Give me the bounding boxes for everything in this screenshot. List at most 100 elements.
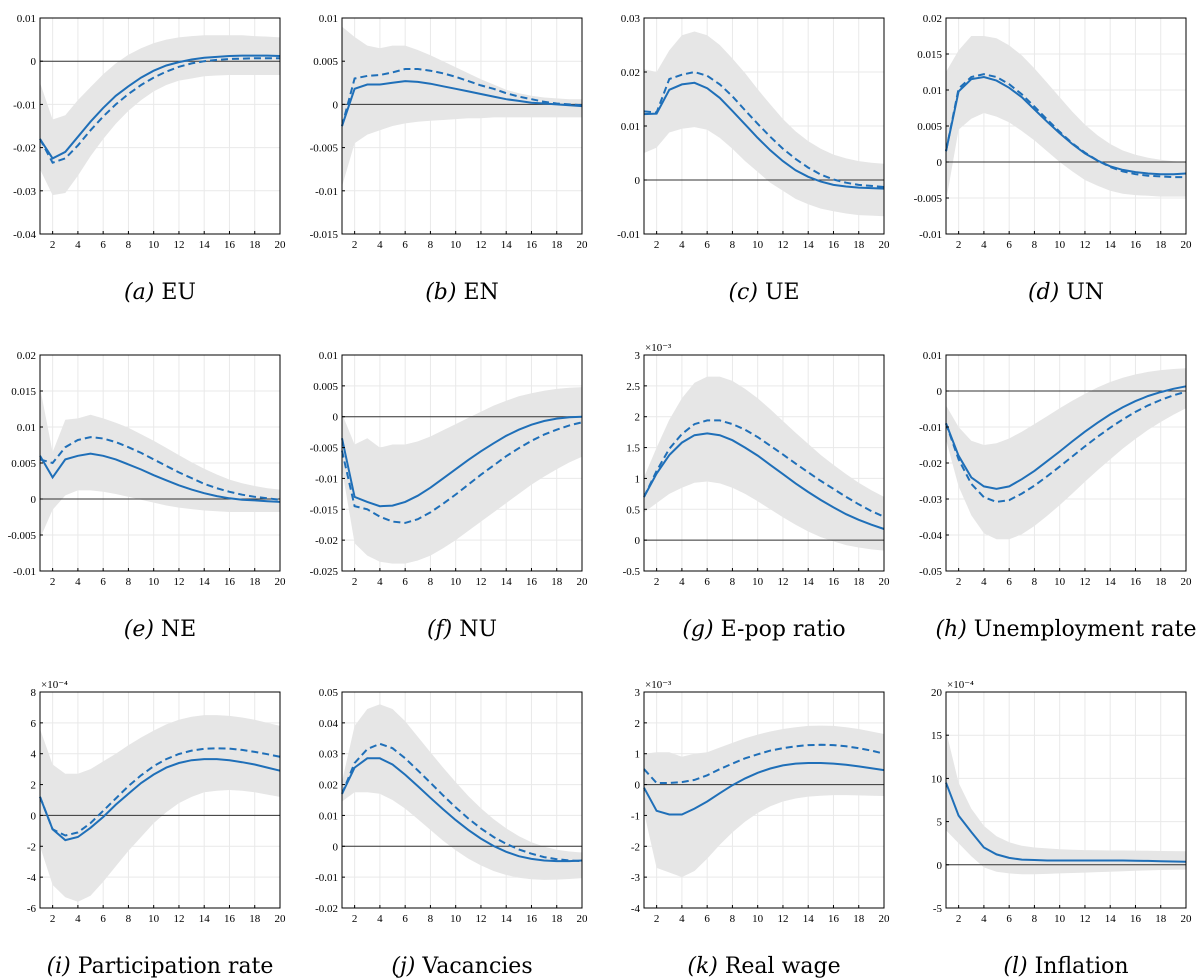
x-tick-label: 12 [173, 576, 184, 588]
confidence-band [946, 36, 1186, 202]
x-tick-label: 2 [352, 239, 358, 251]
x-tick-label: 12 [475, 913, 486, 925]
x-tick-label: 4 [377, 239, 383, 251]
series-line-solid [341, 80, 583, 127]
x-tick-label: 20 [275, 576, 287, 588]
caption-label: EU [154, 280, 196, 305]
y-tick-label: 15 [931, 730, 943, 742]
x-tick-label: 20 [275, 913, 287, 925]
y-tick-label: 0.03 [621, 13, 641, 25]
confidence-band [40, 35, 280, 196]
series-line-solid [39, 54, 281, 160]
y-tick-label: -1 [631, 810, 640, 822]
y-tick-label: 0.04 [319, 718, 339, 730]
caption-en: (b) EN [312, 280, 612, 305]
y-tick-label: -0.01 [919, 422, 942, 434]
x-tick-label: 2 [352, 576, 358, 588]
x-tick-label: 18 [249, 576, 261, 588]
x-tick-label: 2 [654, 913, 660, 925]
y-tick-label: -2 [27, 841, 36, 853]
x-tick-label: 10 [450, 239, 462, 251]
plot-frame [341, 354, 583, 572]
gridlines [644, 691, 885, 909]
x-tick-label: 8 [428, 239, 434, 251]
x-tick-label: 4 [75, 913, 81, 925]
caption-tag: (d) [1027, 280, 1060, 305]
x-tick-label: 2 [654, 576, 660, 588]
x-tick-label: 6 [704, 913, 710, 925]
y-tick-label: 2 [635, 718, 641, 730]
x-tick-label: 8 [428, 913, 434, 925]
y-tick-label: -0.02 [315, 535, 338, 547]
caption-label: UE [757, 280, 800, 305]
x-tick-label: 20 [577, 913, 589, 925]
gridlines [342, 691, 583, 909]
y-tick-label: 0 [937, 860, 943, 872]
plot-frame [341, 691, 583, 909]
x-tick-label: 16 [224, 576, 236, 588]
series-line-dashed [643, 419, 885, 518]
x-tick-label: 10 [450, 913, 462, 925]
y-tick-label: 0 [333, 841, 339, 853]
y-tick-label: 0.05 [319, 687, 339, 699]
x-tick-label: 14 [1105, 239, 1117, 251]
plot-frame [945, 691, 1187, 909]
confidence-band [40, 387, 280, 539]
x-tick-label: 10 [148, 913, 160, 925]
confidence-band [644, 725, 884, 878]
caption-label: Inflation [1027, 954, 1129, 979]
y-tick-label: -0.005 [914, 193, 943, 205]
y-tick-label: 0 [333, 99, 339, 111]
x-tick-label: 10 [752, 913, 764, 925]
x-tick-label: 14 [501, 576, 513, 588]
x-tick-label: 16 [1130, 913, 1142, 925]
y-tick-label: 0.015 [11, 386, 36, 398]
gridlines [342, 17, 583, 235]
caption-un: (d) UN [916, 280, 1200, 305]
caption-tag: (h) [935, 617, 967, 642]
gridlines [946, 17, 1187, 235]
caption-tag: (j) [391, 954, 416, 979]
caption-tag: (g) [682, 617, 714, 642]
x-tick-label: 4 [679, 239, 685, 251]
x-tick-label: 12 [475, 576, 486, 588]
x-tick-label: 12 [173, 239, 184, 251]
gridlines [644, 354, 885, 572]
x-tick-label: 4 [75, 239, 81, 251]
y-tick-label: -0.01 [315, 473, 338, 485]
y-tick-label: -0.03 [919, 494, 942, 506]
y-tick-label: -0.005 [310, 143, 339, 155]
series-line-dashed [643, 70, 885, 188]
x-tick-label: 4 [981, 913, 987, 925]
x-tick-label: 20 [1181, 239, 1193, 251]
x-tick-label: 6 [100, 576, 106, 588]
x-tick-label: 20 [879, 913, 891, 925]
x-tick-label: 4 [377, 913, 383, 925]
series-line-solid [945, 782, 1187, 863]
gridlines [40, 354, 281, 572]
y-tick-label: 1 [635, 749, 641, 761]
x-tick-label: 6 [402, 239, 408, 251]
gridlines [40, 17, 281, 235]
x-tick-label: 8 [1032, 576, 1038, 588]
x-tick-label: 14 [501, 239, 513, 251]
caption-tag: (i) [46, 954, 71, 979]
y-tick-label: 0.005 [11, 458, 36, 470]
y-tick-label: -0.02 [919, 458, 942, 470]
series-line-dashed [945, 73, 1186, 179]
x-tick-label: 18 [853, 913, 865, 925]
confidence-band [342, 387, 582, 564]
gridlines [40, 691, 281, 909]
y-tick-label: 0.01 [17, 13, 36, 25]
axis-exponent: ×10⁻³ [645, 679, 672, 691]
y-tick-label: 0.01 [923, 350, 942, 362]
plot-frame [643, 691, 885, 909]
y-tick-label: 0.01 [17, 422, 36, 434]
caption-label: E-pop ratio [713, 617, 846, 642]
x-tick-label: 4 [981, 239, 987, 251]
y-tick-label: 0.005 [917, 121, 942, 133]
y-tick-label: 0.015 [917, 49, 942, 61]
